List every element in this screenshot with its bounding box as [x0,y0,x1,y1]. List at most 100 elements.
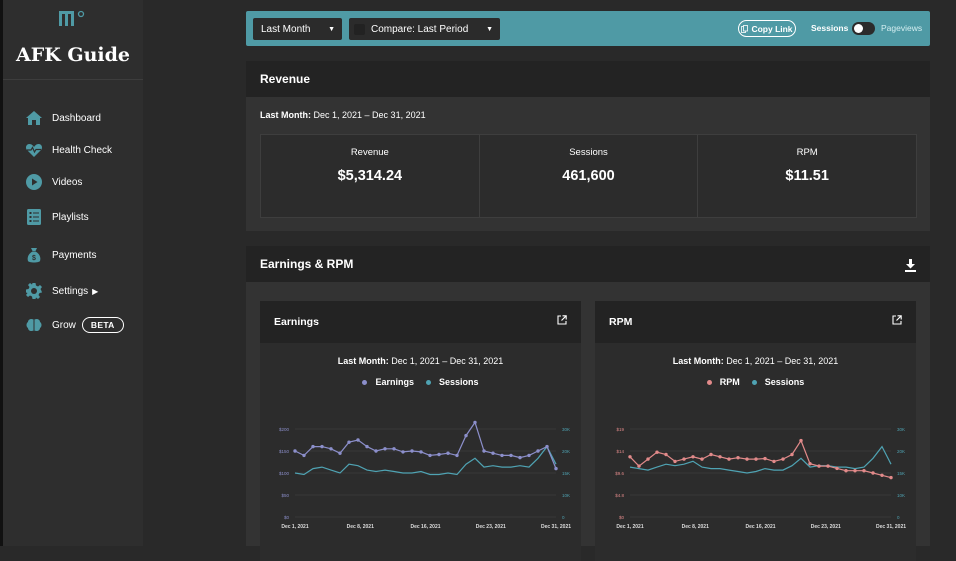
data-point [527,453,531,458]
period-range: Dec 1, 2021 – Dec 31, 2021 [726,356,839,366]
data-point [383,447,387,451]
data-point [673,459,677,464]
sidebar-item-health-check[interactable]: Health Check [25,139,112,161]
x-tick-label: Dec 1, 2021 [281,524,308,530]
stat-label: Revenue [350,147,389,158]
download-icon[interactable] [905,259,916,272]
sidebar-item-payments[interactable]: $ Payments [25,244,96,266]
data-point [781,457,785,461]
legend-label: Earnings [375,377,414,387]
y-left-tick-label: $0 [619,515,625,520]
legend-item[interactable]: Earnings [362,377,414,387]
y-right-tick-label: 10K [562,493,570,498]
y-right-tick-label: 0 [897,515,900,520]
revenue-period: Last Month: Dec 1, 2021 – Dec 31, 2021 [260,110,426,120]
x-tick-label: Dec 31, 2021 [541,524,571,530]
play-icon [26,174,42,190]
copy-link-button[interactable]: Copy Link [738,20,796,37]
date-range-select[interactable]: Last Month ▼ [253,18,342,40]
data-point [799,438,803,443]
dropdown-arrow-icon: ▼ [486,25,493,33]
data-point [428,453,432,458]
period-range: Dec 1, 2021 – Dec 31, 2021 [391,356,504,366]
y-right-tick-label: 30K [562,427,570,432]
sidebar-item-label: Videos [52,176,83,188]
data-point [338,451,342,455]
brand-logo [3,8,143,33]
data-point [365,444,369,449]
legend-item[interactable]: RPM [706,377,740,387]
compare-select[interactable]: Compare: Last Period ▼ [349,18,500,40]
data-point [718,455,722,459]
data-point [464,433,468,438]
data-point [772,459,776,464]
rpm-card: RPM Last Month: Dec 1, 2021 – Dec 31, 20… [595,301,916,561]
gear-icon [26,283,42,299]
sidebar-item-dashboard[interactable]: Dashboard [25,107,101,129]
x-tick-label: Dec 23, 2021 [811,524,841,530]
external-link-icon[interactable] [557,315,567,325]
stat-rpm: RPM $11.51 [698,135,916,217]
stat-label: Sessions [569,147,608,158]
legend-dot [425,379,431,385]
data-point [808,462,812,466]
period-label: Last Month: [672,356,724,366]
home-icon [26,111,42,125]
data-point [419,450,423,454]
legend-label: Sessions [764,377,805,387]
stat-sessions: Sessions 461,600 [480,135,699,217]
data-point [329,447,333,451]
pageviews-toggle-label: Pageviews [881,23,923,33]
chart-legend: Earnings Sessions [260,377,581,387]
list-icon [27,209,41,225]
sidebar-item-videos[interactable]: Videos [25,171,82,193]
svg-text:$: $ [32,255,36,262]
y-right-tick-label: 15K [897,471,905,476]
data-point [446,451,450,455]
sidebar-item-grow[interactable]: Grow BETA [25,314,124,336]
legend-dot [706,379,712,385]
sidebar-item-label: Dashboard [52,112,101,124]
sidebar-item-label: Health Check [52,144,113,156]
period-range: Dec 1, 2021 – Dec 31, 2021 [313,110,426,120]
data-point [437,452,441,457]
data-point [691,455,695,459]
legend-item[interactable]: Sessions [751,377,805,387]
external-link-icon[interactable] [892,315,902,325]
y-right-tick-label: 10K [897,493,905,498]
chart-legend: RPM Sessions [595,377,916,387]
data-point [736,456,740,460]
data-point [853,469,857,473]
caret-right-icon: ▶ [92,286,99,296]
earnings-chart: $0 0 $50 10K $100 15K $150 20K $200 30K Dec 1, 202… [279,420,571,530]
dropdown-arrow-icon: ▼ [328,25,335,33]
sidebar-item-label: Settings [52,285,89,297]
sidebar-item-settings[interactable]: Settings ▶ [25,280,98,302]
sessions-pageviews-toggle[interactable] [852,22,875,35]
x-tick-label: Dec 16, 2021 [410,524,440,530]
period-label: Last Month: [260,110,311,120]
data-point [871,471,875,475]
y-left-tick-label: $50 [281,493,289,498]
data-point [655,450,659,454]
data-point [473,420,477,425]
x-tick-label: Dec 8, 2021 [347,524,374,530]
data-point [500,453,504,458]
data-point [545,444,549,449]
series-line-earnings [294,421,557,469]
y-left-tick-label: $4.8 [615,493,624,498]
sessions-toggle-label: Sessions [811,23,849,33]
series-line-rpm [629,439,892,479]
data-point [554,466,558,471]
sidebar-item-playlists[interactable]: Playlists [25,206,89,228]
data-point [482,449,486,453]
toggle-knob [854,24,863,33]
legend-dot [751,379,757,385]
data-point [410,449,414,453]
y-left-tick-label: $100 [279,471,290,476]
legend-item[interactable]: Sessions [425,377,479,387]
card-period: Last Month: Dec 1, 2021 – Dec 31, 2021 [595,356,916,366]
brand-name: AFK Guide [16,44,130,66]
series-line-sessions [294,445,557,476]
sidebar-item-label: Playlists [52,211,89,223]
